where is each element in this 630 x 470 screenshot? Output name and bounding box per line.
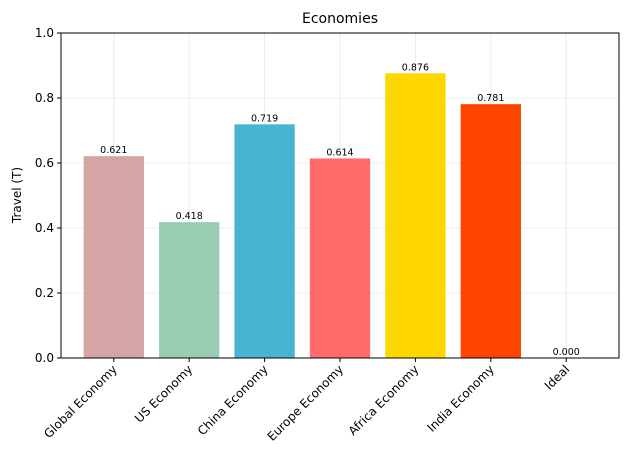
y-tick-label: 0.2 bbox=[35, 286, 54, 300]
bar bbox=[234, 124, 295, 358]
y-axis-label: Travel (T) bbox=[10, 167, 24, 224]
y-tick-label: 1.0 bbox=[35, 26, 54, 40]
bar-value-label: 0.719 bbox=[251, 113, 278, 124]
bar-value-label: 0.000 bbox=[553, 347, 580, 358]
x-tick-label: Africa Economy bbox=[346, 362, 422, 438]
x-tick-label: Global Economy bbox=[41, 362, 120, 441]
x-tick-label: Ideal bbox=[542, 362, 573, 393]
bar bbox=[385, 73, 446, 359]
data-labels-layer: 0.621 0.418 0.719 0.614 0.876 0.781 0.000 bbox=[100, 62, 580, 358]
bar-value-label: 0.621 bbox=[100, 145, 127, 156]
bar-value-label: 0.614 bbox=[326, 147, 353, 158]
y-tick-label: 0.0 bbox=[35, 351, 54, 365]
x-tick-label: US Economy bbox=[132, 362, 195, 425]
x-tick-label: Europe Economy bbox=[265, 362, 347, 444]
bar-value-label: 0.781 bbox=[477, 93, 504, 104]
bar bbox=[460, 104, 521, 358]
y-tick-label: 0.8 bbox=[35, 91, 54, 105]
bar-value-label: 0.876 bbox=[402, 62, 429, 73]
bar bbox=[159, 222, 220, 358]
chart-title: Economies bbox=[302, 11, 378, 27]
bar-value-label: 0.418 bbox=[176, 211, 203, 222]
plot-frame bbox=[60, 32, 620, 359]
y-tick-label: 0.4 bbox=[35, 221, 54, 235]
bar bbox=[309, 158, 371, 358]
bar bbox=[83, 156, 144, 358]
bars-layer bbox=[83, 73, 521, 359]
x-tick-label: China Economy bbox=[195, 362, 271, 438]
x-tick-label: India Economy bbox=[424, 362, 497, 435]
y-tick-label: 0.6 bbox=[35, 156, 54, 170]
